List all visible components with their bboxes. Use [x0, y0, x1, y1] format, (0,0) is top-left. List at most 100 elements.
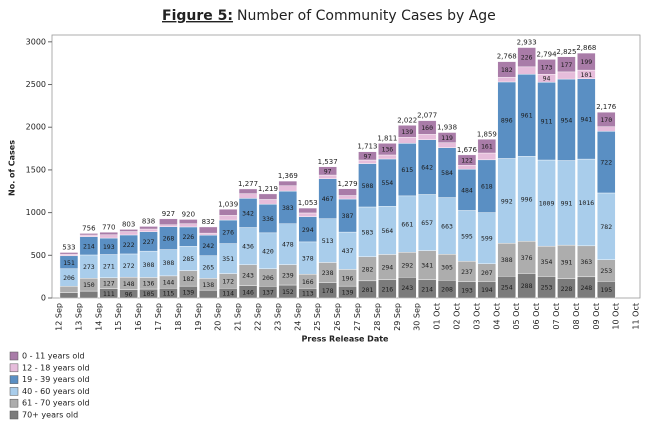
total-label: 920: [182, 210, 195, 218]
x-tick-label: 14 Sep: [94, 303, 103, 331]
segment-label: 618: [481, 183, 493, 191]
segment-label: 992: [501, 197, 513, 205]
total-label: 1,039: [218, 200, 238, 208]
segment-label: 383: [282, 204, 294, 212]
legend-label: 19 - 39 years old: [22, 375, 90, 384]
total-label: 1,811: [377, 134, 397, 142]
segment-label: 661: [401, 221, 413, 229]
segment-label: 642: [421, 164, 433, 172]
bar-segment: [199, 232, 218, 236]
segment-label: 97: [364, 152, 372, 160]
segment-label: 170: [600, 116, 612, 124]
bar-segment: [258, 199, 278, 205]
x-tick-label: 22 Sep: [254, 303, 263, 331]
segment-label: 177: [561, 61, 573, 69]
chart-title-label: Figure 5:: [162, 8, 233, 24]
segment-label: 1009: [539, 200, 555, 208]
segment-label: 114: [222, 290, 234, 298]
bar-segment: [59, 292, 79, 299]
segment-label: 243: [242, 272, 254, 280]
bar-segment: [298, 212, 317, 217]
segment-label: 136: [143, 280, 155, 288]
bar-segment: [358, 151, 377, 161]
segment-label: 420: [262, 247, 274, 255]
segment-label: 172: [222, 277, 234, 285]
total-label: 1,369: [278, 172, 298, 180]
x-tick-label: 28 Sep: [373, 303, 382, 331]
bar-segment: [398, 137, 417, 144]
bar-segment: [557, 71, 576, 80]
legend-label: 40 - 60 years old: [22, 387, 90, 396]
segment-label: 146: [242, 288, 254, 296]
bar-segment: [437, 132, 457, 143]
bar-segment: [477, 152, 497, 161]
x-tick-label: 27 Sep: [353, 303, 362, 331]
segment-label: 178: [322, 287, 334, 295]
total-label: 2,825: [556, 48, 576, 56]
segment-label: 268: [163, 235, 175, 243]
x-tick-label: 25 Sep: [313, 303, 322, 331]
legend-swatch: [9, 363, 19, 373]
legend-label: 0 - 11 years old: [22, 352, 85, 361]
segment-label: 282: [362, 265, 374, 273]
segment-label: 206: [63, 274, 75, 282]
segment-label: 782: [600, 223, 612, 231]
total-label: 2,176: [596, 103, 617, 111]
segment-label: 242: [202, 242, 214, 250]
segment-label: 354: [541, 258, 553, 266]
x-tick-label: 15 Sep: [114, 303, 123, 331]
segment-label: 239: [282, 271, 294, 279]
segment-label: 150: [83, 281, 95, 289]
total-label: 756: [82, 224, 96, 232]
total-label: 2,868: [576, 44, 596, 52]
segment-label: 254: [501, 284, 513, 292]
segment-label: 564: [381, 227, 393, 235]
bar-segment: [179, 219, 198, 224]
segment-label: 378: [302, 255, 314, 263]
legend-swatch: [9, 351, 19, 361]
legend-label: 12 - 18 years old: [22, 363, 90, 372]
segment-label: 195: [600, 286, 612, 294]
segment-label: 199: [580, 58, 592, 66]
segment-label: 294: [302, 226, 314, 234]
segment-label: 226: [182, 233, 194, 241]
bar-segment: [119, 231, 138, 236]
bar-segment: [517, 47, 536, 68]
bar-segment: [79, 233, 99, 236]
x-tick-label: 17 Sep: [154, 303, 163, 331]
segment-label: 273: [83, 263, 95, 271]
segment-label: 436: [242, 243, 254, 251]
segment-label: 467: [322, 195, 334, 203]
segment-label: 138: [202, 281, 214, 289]
total-label: 1,537: [318, 158, 338, 166]
segment-label: 119: [441, 134, 453, 142]
segment-label: 292: [401, 261, 413, 269]
segment-label: 208: [441, 286, 453, 294]
segment-label: 161: [481, 143, 493, 151]
total-label: 2,022: [397, 116, 417, 124]
bar-segment: [477, 139, 497, 154]
segment-label: 294: [381, 264, 393, 272]
segment-label: 341: [421, 262, 433, 270]
y-tick-label: 0: [41, 294, 46, 303]
bar-segment: [457, 165, 477, 170]
bar-segment: [517, 66, 536, 75]
bar-segment: [577, 52, 596, 71]
x-tick-label: 08 Oct: [572, 303, 581, 330]
x-tick-label: 05 Oct: [512, 303, 521, 330]
total-label: 1,277: [238, 180, 258, 188]
x-tick-label: 11 Oct: [632, 303, 641, 330]
x-tick-label: 06 Oct: [532, 303, 541, 330]
bar-segment: [199, 289, 218, 299]
y-tick-label: 1000: [26, 208, 46, 217]
x-tick-label: 18 Sep: [174, 303, 183, 331]
segment-label: 228: [561, 285, 573, 293]
total-label: 1,279: [338, 180, 358, 188]
segment-label: 193: [103, 243, 115, 251]
segment-label: 276: [222, 228, 234, 236]
segment-label: 113: [302, 290, 314, 298]
segment-label: 139: [401, 128, 413, 136]
segment-label: 478: [282, 241, 294, 249]
segment-label: 160: [421, 124, 433, 132]
